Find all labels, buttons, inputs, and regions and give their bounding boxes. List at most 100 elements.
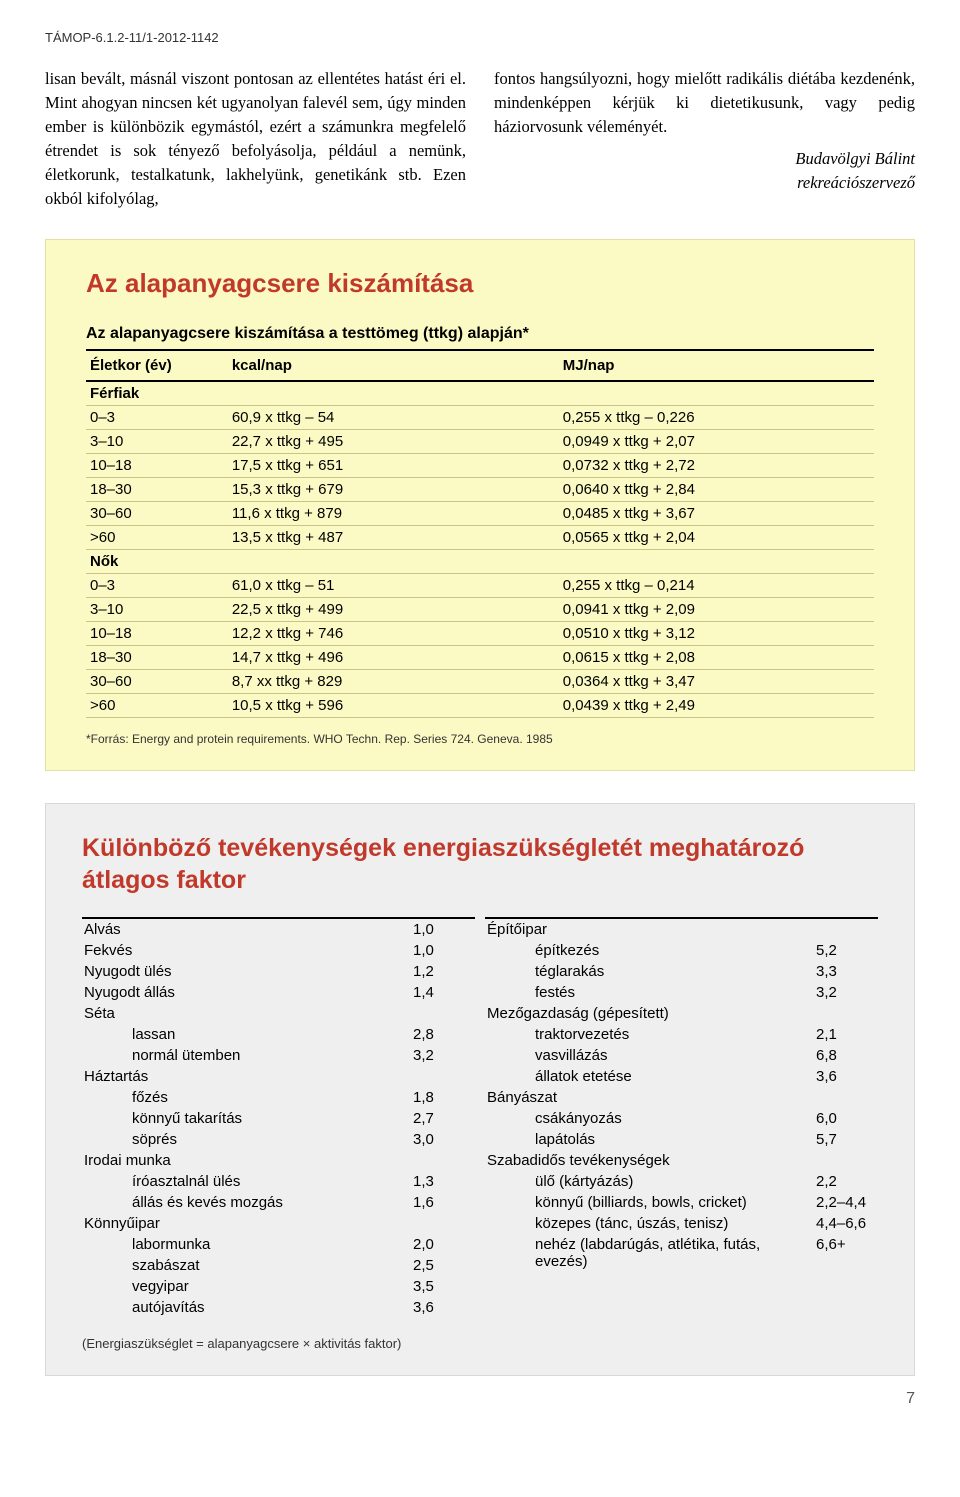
activity-value: 2,2 — [814, 1171, 878, 1192]
bmr-panel-subtitle: Az alapanyagcsere kiszámítása a testtöme… — [86, 325, 874, 351]
table-row: >6013,5 x ttkg + 4870,0565 x ttkg + 2,04 — [86, 525, 874, 549]
activity-value: 3,5 — [411, 1276, 475, 1297]
activity-value: 2,7 — [411, 1108, 475, 1129]
table-row: 3–1022,5 x ttkg + 4990,0941 x ttkg + 2,0… — [86, 597, 874, 621]
activity-value: 3,6 — [411, 1297, 475, 1318]
bmr-cell: 10–18 — [86, 453, 228, 477]
table-row: állatok etetése3,6 — [485, 1066, 878, 1087]
activity-category: Szabadidős tevékenységek — [485, 1150, 814, 1171]
activity-subitem: csákányozás — [485, 1108, 814, 1129]
activity-value: 3,0 — [411, 1129, 475, 1150]
activity-value: 5,7 — [814, 1129, 878, 1150]
activity-category: Fekvés — [82, 940, 411, 961]
table-row: szabászat2,5 — [82, 1255, 475, 1276]
right-column: fontos hangsúlyozni, hogy mielőtt radiká… — [494, 67, 915, 211]
activity-value: 1,6 — [411, 1192, 475, 1213]
activity-subitem: söprés — [82, 1129, 411, 1150]
table-row: könnyű takarítás2,7 — [82, 1108, 475, 1129]
table-row: Háztartás — [82, 1066, 475, 1087]
bmr-cell: 0,0485 x ttkg + 3,67 — [559, 501, 874, 525]
table-row: 18–3014,7 x ttkg + 4960,0615 x ttkg + 2,… — [86, 645, 874, 669]
bmr-panel-title: Az alapanyagcsere kiszámítása — [86, 268, 874, 299]
activity-col-right: Építőiparépítkezés5,2téglarakás3,3festés… — [485, 917, 878, 1318]
table-row: csákányozás6,0 — [485, 1108, 878, 1129]
table-row: 30–608,7 xx ttkg + 8290,0364 x ttkg + 3,… — [86, 669, 874, 693]
activity-value: 2,0 — [411, 1234, 475, 1255]
page-number: 7 — [45, 1390, 915, 1408]
activity-value — [814, 1150, 878, 1171]
activity-subitem: vasvillázás — [485, 1045, 814, 1066]
bmr-cell: 10–18 — [86, 621, 228, 645]
activity-value: 6,8 — [814, 1045, 878, 1066]
activity-subitem: szabászat — [82, 1255, 411, 1276]
activity-subitem: könnyű takarítás — [82, 1108, 411, 1129]
bmr-cell: 0,0615 x ttkg + 2,08 — [559, 645, 874, 669]
activity-value: 2,1 — [814, 1024, 878, 1045]
table-row: Építőipar — [485, 919, 878, 940]
bmr-panel: Az alapanyagcsere kiszámítása Az alapany… — [45, 239, 915, 771]
activity-columns: Alvás1,0Fekvés1,0Nyugodt ülés1,2Nyugodt … — [82, 917, 878, 1318]
bmr-cell: 18–30 — [86, 477, 228, 501]
activity-subitem: építkezés — [485, 940, 814, 961]
activity-subitem: közepes (tánc, úszás, tenisz) — [485, 1213, 814, 1234]
activity-category: Alvás — [82, 919, 411, 940]
table-row: Séta — [82, 1003, 475, 1024]
activity-value — [814, 919, 878, 940]
bmr-cell: 30–60 — [86, 669, 228, 693]
bmr-cell: 0–3 — [86, 573, 228, 597]
table-row: Nyugodt állás1,4 — [82, 982, 475, 1003]
activity-value: 3,2 — [814, 982, 878, 1003]
bmr-cell: 11,6 x ttkg + 879 — [228, 501, 559, 525]
table-row: Bányászat — [485, 1087, 878, 1108]
bmr-cell: 0,0941 x ttkg + 2,09 — [559, 597, 874, 621]
table-row: közepes (tánc, úszás, tenisz)4,4–6,6 — [485, 1213, 878, 1234]
activity-category: Séta — [82, 1003, 411, 1024]
bmr-cell: 22,5 x ttkg + 499 — [228, 597, 559, 621]
author-name: Budavölgyi Bálint — [494, 147, 915, 171]
activity-value: 6,0 — [814, 1108, 878, 1129]
bmr-cell: 61,0 x ttkg – 51 — [228, 573, 559, 597]
activity-value: 6,6+ — [814, 1234, 878, 1272]
table-row: állás és kevés mozgás1,6 — [82, 1192, 475, 1213]
activity-value: 3,2 — [411, 1045, 475, 1066]
table-row: téglarakás3,3 — [485, 961, 878, 982]
table-row: Könnyűipar — [82, 1213, 475, 1234]
activity-value: 2,8 — [411, 1024, 475, 1045]
author-signature: Budavölgyi Bálint rekreációszervező — [494, 147, 915, 195]
table-row: építkezés5,2 — [485, 940, 878, 961]
table-row: ülő (kártyázás)2,2 — [485, 1171, 878, 1192]
author-role: rekreációszervező — [494, 171, 915, 195]
left-column-text: lisan bevált, másnál viszont pontosan az… — [45, 67, 466, 211]
page: TÁMOP-6.1.2-11/1-2012-1142 lisan bevált,… — [0, 0, 960, 1428]
activity-value: 1,2 — [411, 961, 475, 982]
table-row: Szabadidős tevékenységek — [485, 1150, 878, 1171]
activity-value: 1,0 — [411, 940, 475, 961]
activity-footnote: (Energiaszükséglet = alapanyagcsere × ak… — [82, 1336, 878, 1351]
right-column-text: fontos hangsúlyozni, hogy mielőtt radiká… — [494, 67, 915, 139]
activity-category: Irodai munka — [82, 1150, 411, 1171]
activity-category: Könnyűipar — [82, 1213, 411, 1234]
bmr-cell: 13,5 x ttkg + 487 — [228, 525, 559, 549]
activity-value: 1,4 — [411, 982, 475, 1003]
activity-value: 5,2 — [814, 940, 878, 961]
activity-value: 1,3 — [411, 1171, 475, 1192]
bmr-cell: >60 — [86, 693, 228, 717]
activity-category: Bányászat — [485, 1087, 814, 1108]
activity-subitem: normál ütemben — [82, 1045, 411, 1066]
activity-value: 3,3 — [814, 961, 878, 982]
activity-subitem: könnyű (billiards, bowls, cricket) — [485, 1192, 814, 1213]
bmr-cell: 0,255 x ttkg – 0,214 — [559, 573, 874, 597]
bmr-cell: 14,7 x ttkg + 496 — [228, 645, 559, 669]
bmr-group-label: Férfiak — [86, 381, 874, 406]
table-row: 0–361,0 x ttkg – 510,255 x ttkg – 0,214 — [86, 573, 874, 597]
activity-subitem: autójavítás — [82, 1297, 411, 1318]
bmr-cell: >60 — [86, 525, 228, 549]
activity-subitem: nehéz (labdarúgás, atlétika, futás, evez… — [485, 1234, 814, 1272]
activity-value — [411, 1066, 475, 1087]
table-row: normál ütemben3,2 — [82, 1045, 475, 1066]
table-row: Mezőgazdaság (gépesített) — [485, 1003, 878, 1024]
activity-value: 2,2–4,4 — [814, 1192, 878, 1213]
bmr-footnote: *Forrás: Energy and protein requirements… — [86, 732, 874, 746]
table-row: söprés3,0 — [82, 1129, 475, 1150]
bmr-cell: 12,2 x ttkg + 746 — [228, 621, 559, 645]
